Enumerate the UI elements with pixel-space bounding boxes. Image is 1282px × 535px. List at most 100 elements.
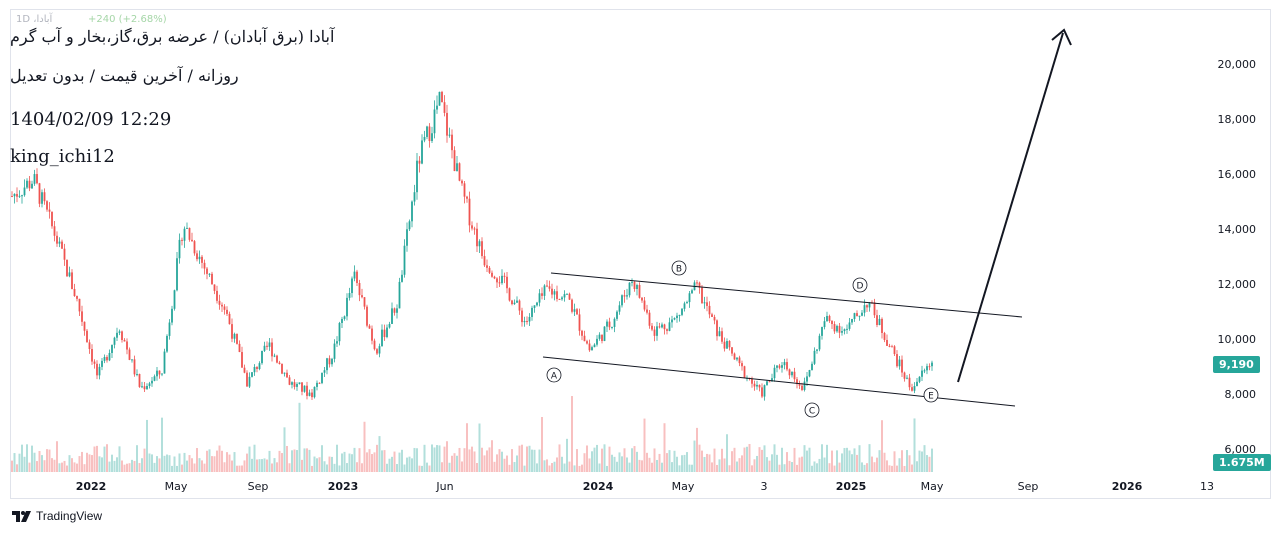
volume-bar [603, 444, 606, 472]
candle-body [888, 345, 891, 347]
volume-bar [196, 448, 198, 472]
volume-bar [523, 465, 526, 472]
volume-bar [841, 453, 843, 472]
candle-body [728, 341, 731, 348]
upper-channel-line[interactable] [550, 272, 1023, 318]
candle-body [273, 355, 276, 357]
volume-bar [98, 456, 101, 472]
candle-body [903, 372, 906, 379]
candle-body [63, 248, 66, 260]
candle-body [146, 385, 148, 390]
candle-body [166, 335, 168, 352]
candle-body [271, 342, 273, 357]
candle-body [846, 328, 848, 330]
volume-bar [758, 447, 761, 472]
volume-bar [761, 449, 763, 472]
volume-bar [656, 459, 658, 472]
volume-bar [636, 451, 638, 472]
volume-bar [718, 459, 721, 472]
volume-bar [451, 455, 453, 472]
volume-bar [331, 456, 333, 472]
volume-bar [208, 449, 211, 472]
chart-frame[interactable] [10, 9, 1271, 499]
candle-body [443, 102, 446, 113]
candle-body [401, 274, 403, 282]
candle-body [113, 337, 116, 345]
volume-bar [566, 438, 568, 472]
candle-body [473, 228, 476, 230]
candle-body [296, 384, 298, 387]
candle-body [173, 290, 176, 309]
volume-bar [366, 452, 368, 472]
volume-bar [376, 444, 378, 472]
candle-body [646, 309, 648, 313]
volume-bar [248, 446, 251, 472]
candle-body [923, 370, 926, 372]
candle-body [738, 357, 741, 364]
candle-body [533, 305, 536, 308]
wave-label-d: D [857, 282, 864, 292]
volume-bar [418, 465, 421, 472]
candle-body [833, 324, 836, 332]
candle-body [393, 308, 396, 313]
projection-arrow-line[interactable] [957, 32, 1064, 383]
candle-body [721, 331, 723, 342]
candle-body [898, 359, 901, 367]
volume-bar [728, 465, 731, 472]
volume-bar [561, 456, 563, 472]
candle-body [801, 385, 803, 390]
volume-bar [651, 462, 653, 472]
candle-body [396, 308, 398, 313]
volume-bar [913, 418, 916, 472]
volume-bar [751, 465, 753, 472]
candle-body [876, 315, 878, 326]
tradingview-logo-icon [12, 510, 31, 522]
volume-bar [693, 440, 696, 472]
volume-bar [158, 458, 161, 472]
candle-body [881, 318, 883, 334]
candle-body [451, 134, 453, 151]
volume-bar [218, 445, 221, 472]
candle-body [43, 192, 46, 202]
volume-bar [886, 460, 888, 472]
candle-body [423, 136, 426, 141]
candle-body [726, 341, 728, 349]
candle-body [581, 330, 583, 336]
volume-bar [216, 450, 218, 472]
volume-bar [303, 448, 306, 472]
volume-bar [401, 449, 403, 472]
lower-channel-line[interactable] [542, 356, 1016, 407]
time-tick-label: 3 [761, 480, 768, 493]
candle-body [398, 281, 401, 309]
tradingview-logo[interactable]: TradingView [12, 509, 102, 523]
time-tick-label: May [921, 480, 944, 493]
candle-body [256, 366, 258, 369]
volume-bar [111, 454, 113, 472]
volume-bar [878, 450, 881, 472]
volume-bar [113, 460, 116, 472]
candle-body [753, 383, 756, 387]
volume-bar [776, 454, 778, 472]
candle-body [96, 363, 98, 376]
volume-bar [866, 463, 868, 472]
volume-bar [803, 445, 806, 472]
candle-body [823, 321, 826, 328]
volume-bar [816, 463, 818, 472]
volume-bar [931, 448, 933, 472]
candle-body [856, 313, 858, 317]
candle-body [353, 271, 356, 279]
volume-bar [548, 465, 551, 472]
volume-bar [71, 458, 73, 472]
volume-bar [106, 444, 108, 472]
volume-bar [58, 463, 61, 472]
volume-bar [133, 460, 136, 472]
candle-body [233, 333, 236, 339]
volume-bar [593, 447, 596, 472]
volume-bar [96, 445, 98, 472]
volume-bar [286, 445, 288, 472]
candle-body [26, 180, 28, 188]
candle-body [83, 321, 86, 331]
candle-body [16, 193, 18, 197]
volume-bar [483, 455, 486, 472]
